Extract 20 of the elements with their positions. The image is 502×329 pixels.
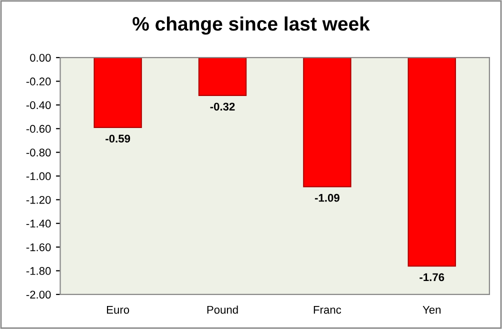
x-tick-label: Pound xyxy=(207,306,238,314)
y-tick-label: -2.00 xyxy=(26,290,51,299)
y-tick-label: -0.60 xyxy=(26,124,51,133)
x-tick-label: Yen xyxy=(422,306,441,314)
y-tick-label: -0.80 xyxy=(26,148,51,156)
data-label: -1.76 xyxy=(420,273,444,282)
data-label: -1.09 xyxy=(314,194,340,202)
y-tick-label: -1.20 xyxy=(26,196,51,204)
data-label: -0.59 xyxy=(106,134,130,143)
data-label: -0.32 xyxy=(210,102,235,111)
y-tick-label: -1.80 xyxy=(26,267,51,275)
x-tick-label: Euro xyxy=(106,306,130,314)
y-tick-label: 0.00 xyxy=(30,54,51,62)
x-tick-label: Franc xyxy=(314,306,342,314)
chart-title: % change since last week xyxy=(132,16,370,35)
y-tick-label: -0.20 xyxy=(26,78,51,86)
y-tick-label: -1.60 xyxy=(26,243,51,252)
y-tick-label: -0.40 xyxy=(26,101,51,110)
y-tick-label: -1.40 xyxy=(26,220,51,228)
y-tick-label: -1.00 xyxy=(26,172,51,180)
